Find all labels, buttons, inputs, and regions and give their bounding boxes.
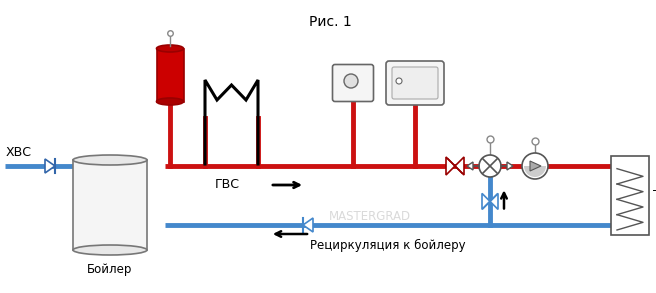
Ellipse shape xyxy=(157,45,184,52)
Polygon shape xyxy=(467,162,473,170)
Polygon shape xyxy=(507,162,513,170)
Ellipse shape xyxy=(73,245,147,255)
Polygon shape xyxy=(482,193,490,209)
Circle shape xyxy=(522,153,548,179)
Bar xyxy=(611,156,649,235)
Text: Рис. 1: Рис. 1 xyxy=(308,15,352,29)
Polygon shape xyxy=(446,157,455,175)
FancyBboxPatch shape xyxy=(392,67,438,99)
Circle shape xyxy=(479,155,501,177)
FancyBboxPatch shape xyxy=(386,61,444,105)
Text: Бойлер: Бойлер xyxy=(87,263,133,276)
Ellipse shape xyxy=(157,98,184,105)
Polygon shape xyxy=(490,193,498,209)
Polygon shape xyxy=(45,159,55,173)
Text: ТП: ТП xyxy=(653,189,656,202)
Polygon shape xyxy=(455,157,464,175)
Text: ГВС: ГВС xyxy=(215,178,240,192)
Circle shape xyxy=(344,74,358,88)
Polygon shape xyxy=(303,218,313,232)
Text: MASTERGRAD: MASTERGRAD xyxy=(329,210,411,224)
Polygon shape xyxy=(530,161,541,171)
Bar xyxy=(157,49,184,101)
Wedge shape xyxy=(524,166,546,177)
Circle shape xyxy=(396,78,402,84)
FancyBboxPatch shape xyxy=(333,64,373,101)
Text: ХВС: ХВС xyxy=(6,146,32,159)
Text: Рециркуляция к бойлеру: Рециркуляция к бойлеру xyxy=(310,239,466,252)
Ellipse shape xyxy=(73,155,147,165)
Bar xyxy=(73,160,147,250)
